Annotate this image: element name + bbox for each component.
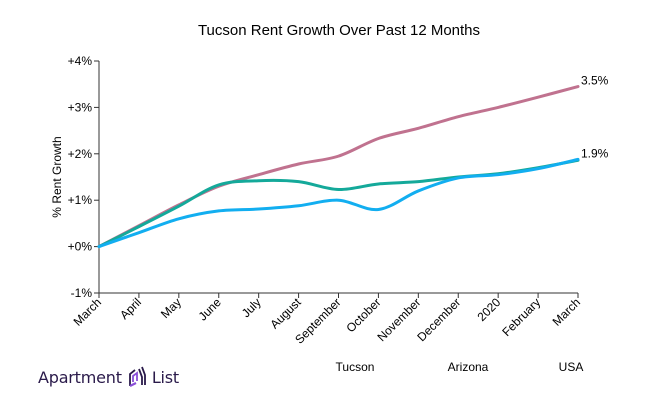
- x-tick-label: March: [550, 295, 583, 328]
- y-tick-label: +1%: [68, 193, 93, 207]
- x-tick-label: April: [117, 295, 144, 322]
- apartment-list-logo: Apartment List: [38, 366, 179, 388]
- y-tick-label: +0%: [68, 240, 93, 254]
- y-tick-label: -1%: [71, 286, 93, 300]
- x-tick-label: August: [267, 295, 304, 332]
- y-tick-label: +3%: [68, 100, 93, 114]
- x-tick-label: October: [343, 295, 383, 335]
- series-lines: [97, 85, 580, 249]
- y-tick-label: +4%: [68, 54, 93, 68]
- legend-item-tucson: Tucson: [336, 360, 375, 374]
- x-tick-label: December: [414, 295, 463, 344]
- building-logo-icon: [128, 366, 146, 387]
- end-label-tucson: 1.9%: [581, 146, 609, 160]
- series-line-tucson: [97, 157, 580, 249]
- end-label-usa: 3.5%: [581, 74, 609, 88]
- legend: Tucson Arizona USA: [336, 360, 584, 374]
- logo-text-right: List: [151, 367, 179, 387]
- legend-item-usa: USA: [559, 360, 584, 374]
- x-tick-label: June: [196, 295, 225, 324]
- y-axis-label: % Rent Growth: [50, 136, 64, 217]
- end-labels: 3.5% 1.9%: [581, 74, 609, 161]
- x-tick-label: May: [158, 295, 184, 321]
- x-tick-label: March: [71, 295, 104, 328]
- logo-text-left: Apartment: [38, 367, 122, 387]
- y-tick-label: +2%: [68, 147, 93, 161]
- legend-item-arizona: Arizona: [448, 360, 489, 374]
- x-tick-label: July: [239, 295, 264, 320]
- chart-title: Tucson Rent Growth Over Past 12 Months: [198, 22, 480, 39]
- x-tick-label: 2020: [475, 295, 504, 324]
- x-tick-label: February: [499, 295, 543, 339]
